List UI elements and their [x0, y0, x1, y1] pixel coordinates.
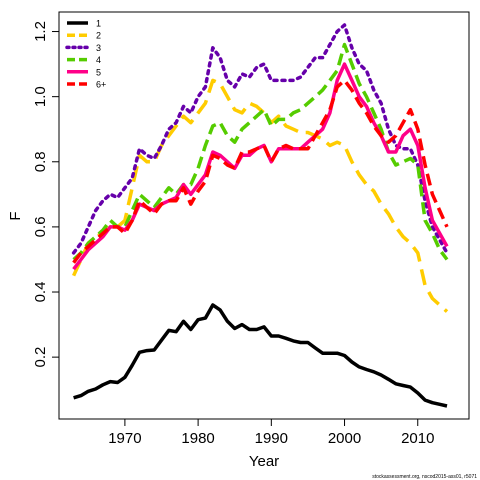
y-axis-title: F [7, 211, 24, 220]
legend: 1 2 3 4 5 6+ [65, 19, 106, 90]
series-line-3 [71, 23, 449, 255]
x-tick-label: 1970 [108, 430, 141, 447]
x-tick-label: 1980 [181, 430, 214, 447]
y-tick-label: 1.2 [32, 21, 49, 42]
y-tick-label: 0.6 [32, 216, 49, 237]
y-axis: 0.2 0.4 0.6 0.8 1.0 1.2 [32, 21, 59, 368]
legend-label-1: 1 [96, 19, 101, 29]
series-line-2 [72, 78, 449, 313]
plot-frame [58, 11, 470, 420]
legend-label-2: 2 [96, 31, 101, 41]
legend-label-3: 3 [96, 43, 101, 53]
x-tick-label: 2010 [401, 430, 434, 447]
x-tick-label: 1990 [255, 430, 288, 447]
series-line-1 [73, 303, 448, 408]
series-line-6 [72, 78, 449, 264]
y-tick-label: 0.4 [32, 282, 49, 303]
y-tick-label: 0.2 [32, 347, 49, 368]
x-axis: 1970 1980 1990 2000 2010 [108, 419, 434, 447]
legend-label-4: 4 [96, 55, 101, 65]
y-tick-label: 0.8 [32, 151, 49, 172]
y-tick-label: 1.0 [32, 86, 49, 107]
series-layer [71, 23, 449, 408]
footnote: stockassessment.org, nscod2015-ass01, r5… [372, 474, 477, 480]
x-tick-label: 2000 [328, 430, 361, 447]
legend-label-6: 6+ [96, 80, 106, 90]
legend-label-5: 5 [96, 67, 101, 77]
x-axis-title: Year [249, 453, 279, 470]
series-line-4 [72, 42, 449, 261]
